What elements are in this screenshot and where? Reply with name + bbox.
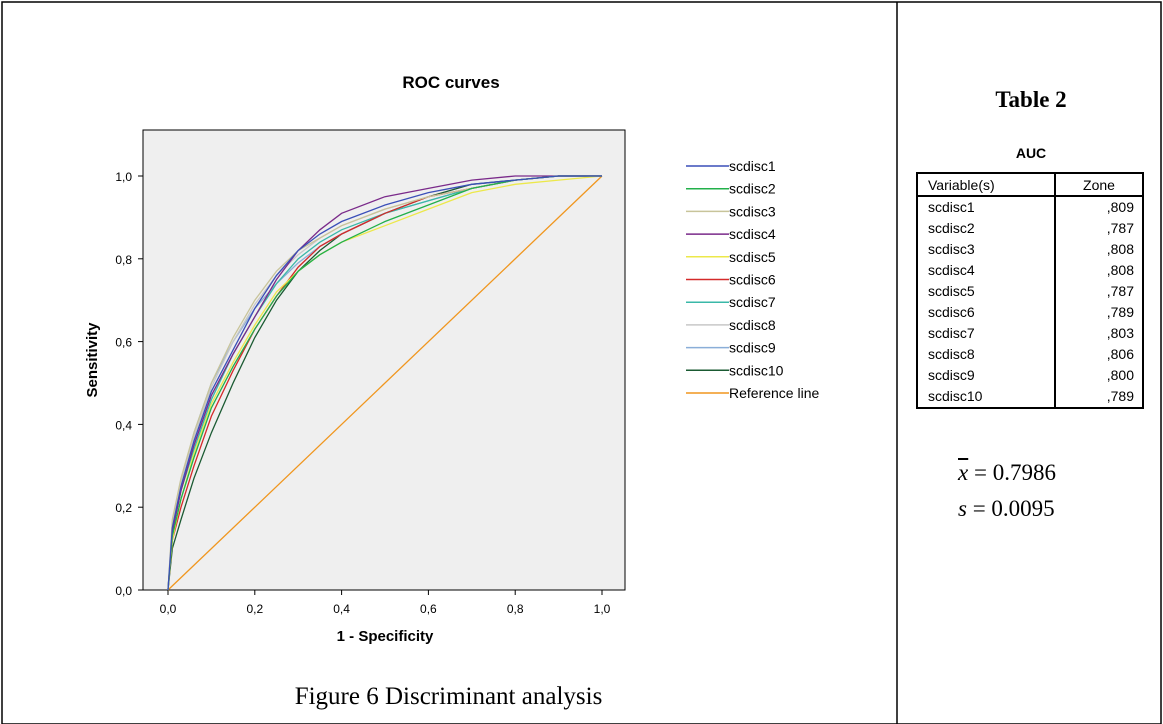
legend-label: scdisc7 xyxy=(729,294,776,310)
table-cell-variable: scdisc10 xyxy=(917,386,1056,408)
y-tick-label: 0,8 xyxy=(115,253,132,267)
table-row: scdisc3 ,808 xyxy=(917,239,1143,260)
table-row: scdisc9 ,800 xyxy=(917,365,1143,386)
table-cell-variable: scdisc9 xyxy=(917,365,1056,386)
table-cell-zone: ,806 xyxy=(1106,346,1134,362)
table-cell-zone: ,803 xyxy=(1106,325,1134,341)
y-axis-label: Sensitivity xyxy=(84,322,101,398)
y-tick-label: 0,4 xyxy=(115,418,132,432)
table-cell-variable: scdisc7 xyxy=(917,323,1056,344)
mean-symbol: x xyxy=(958,460,969,485)
legend-label: scdisc6 xyxy=(729,272,776,288)
table-cell-variable: scdisc5 xyxy=(917,281,1056,302)
mean-value: = 0.7986 xyxy=(973,460,1056,485)
table-row: scdisc1 ,809 xyxy=(917,196,1143,218)
x-axis-label: 1 - Specificity xyxy=(337,628,434,645)
y-tick-label: 0,6 xyxy=(115,336,132,350)
legend-label: scdisc10 xyxy=(729,362,784,378)
table-cell-zone: ,808 xyxy=(1106,262,1134,278)
table-row: scdisc2 ,787 xyxy=(917,218,1143,239)
table-cell-zone: ,789 xyxy=(1106,388,1134,404)
legend-label: scdisc2 xyxy=(729,181,776,197)
table-row: scdisc8 ,806 xyxy=(917,344,1143,365)
legend-label: scdisc9 xyxy=(729,340,776,356)
sd-stat: s = 0.0095 xyxy=(958,496,1055,522)
x-tick-label: 1,0 xyxy=(594,602,611,616)
table-cell-zone: ,787 xyxy=(1106,220,1134,236)
x-tick-label: 0,2 xyxy=(246,602,263,616)
roc-chart: ROC curves 0,0 0,2 0,4 0,6 0,8 1,0 0,0 0,2 0,4 0,… xyxy=(84,73,819,645)
table-row: scdisc6 ,789 xyxy=(917,302,1143,323)
legend-label: scdisc4 xyxy=(729,226,776,242)
table-row: scdisc5 ,787 xyxy=(917,281,1143,302)
series-line-reference-line xyxy=(167,175,603,591)
legend-label: scdisc1 xyxy=(729,158,776,174)
table-cell-variable: scdisc8 xyxy=(917,344,1056,365)
legend-label: scdisc8 xyxy=(729,317,776,333)
legend-label: scdisc5 xyxy=(729,249,776,265)
table-subtitle: AUC xyxy=(1015,145,1047,161)
figure-caption: Figure 6 Discriminant analysis xyxy=(294,683,603,710)
mean-stat: x = 0.7986 xyxy=(958,460,1056,486)
table-row: scdisc10 ,789 xyxy=(917,386,1143,408)
table-title: Table 2 xyxy=(995,87,1067,112)
series-line-scdisc1 xyxy=(167,175,602,591)
table-cell-variable: scdisc2 xyxy=(917,218,1056,239)
legend-label: Reference line xyxy=(729,385,819,401)
sd-symbol: s xyxy=(958,496,967,521)
y-tick-label: 1,0 xyxy=(115,170,132,184)
column-header-zone: Zone xyxy=(1054,172,1144,197)
x-tick-label: 0,0 xyxy=(160,602,177,616)
legend-label: scdisc3 xyxy=(729,203,776,219)
chart-title: ROC curves xyxy=(402,73,499,92)
x-tick-label: 0,8 xyxy=(507,602,524,616)
table-cell-zone: ,800 xyxy=(1106,367,1134,383)
x-tick-label: 0,6 xyxy=(420,602,437,616)
y-tick-label: 0,2 xyxy=(115,501,132,515)
table-cell-variable: scdisc6 xyxy=(917,302,1056,323)
column-header-variable: Variable(s) xyxy=(916,172,1056,197)
table-cell-zone: ,809 xyxy=(1106,199,1134,215)
table-cell-variable: scdisc1 xyxy=(917,196,1056,218)
sd-value: = 0.0095 xyxy=(972,496,1055,521)
y-tick-label: 0,0 xyxy=(115,584,132,598)
plot-background xyxy=(142,129,626,591)
x-tick-label: 0,4 xyxy=(333,602,350,616)
auc-table: Variable(s) Zone scdisc1,809 scdisc2,787 s… xyxy=(916,172,1144,409)
table-cell-zone: ,808 xyxy=(1106,241,1134,257)
table-cell-zone: ,787 xyxy=(1106,283,1134,299)
table-cell-variable: scdisc3 xyxy=(917,239,1056,260)
table-cell-variable: scdisc4 xyxy=(917,260,1056,281)
series-line-scdisc2 xyxy=(167,175,602,591)
table-cell-zone: ,789 xyxy=(1106,304,1134,320)
table-row: scdisc7 ,803 xyxy=(917,323,1143,344)
table-row: scdisc4 ,808 xyxy=(917,260,1143,281)
